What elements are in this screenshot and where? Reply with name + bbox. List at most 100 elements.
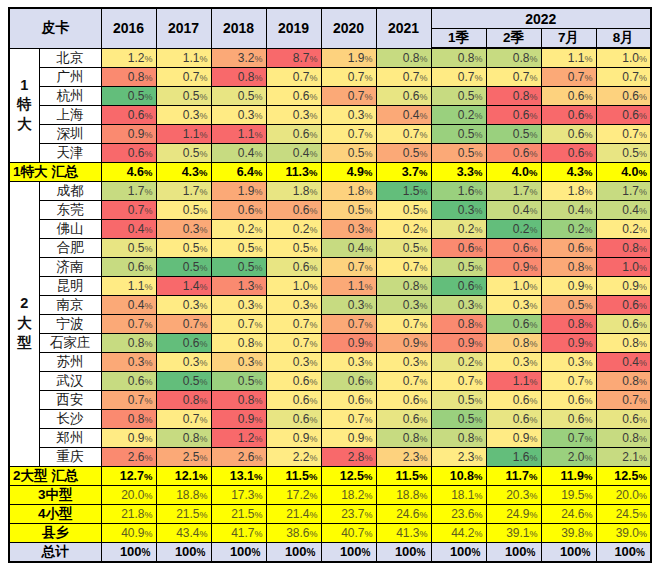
value-cell[interactable]: 0.3% <box>266 352 321 371</box>
tier-value-cell[interactable]: 41.7% <box>211 523 266 542</box>
col-group-header-2022[interactable]: 2022 <box>431 8 651 29</box>
summary-row-label[interactable]: 2大型 汇总 <box>9 466 101 485</box>
summary-value-cell[interactable]: 11.3% <box>266 162 321 181</box>
value-cell[interactable]: 1.9% <box>321 48 376 67</box>
tier-value-cell[interactable]: 39.8% <box>541 523 596 542</box>
tier-value-cell[interactable]: 41.3% <box>376 523 431 542</box>
value-cell[interactable]: 0.8% <box>156 390 211 409</box>
col-header-2016[interactable]: 2016 <box>101 8 156 48</box>
tier-value-cell[interactable]: 44.2% <box>431 523 486 542</box>
tier-value-cell[interactable]: 24.5% <box>596 504 651 523</box>
value-cell[interactable]: 0.3% <box>431 200 486 219</box>
value-cell[interactable]: 2.0% <box>541 447 596 466</box>
tier-value-cell[interactable]: 39.1% <box>486 523 541 542</box>
value-cell[interactable]: 0.3% <box>321 105 376 124</box>
value-cell[interactable]: 0.4% <box>211 143 266 162</box>
summary-value-cell[interactable]: 6.4% <box>211 162 266 181</box>
total-row-label[interactable]: 总计 <box>9 542 101 562</box>
value-cell[interactable]: 0.7% <box>321 124 376 143</box>
tier-value-cell[interactable]: 21.8% <box>101 504 156 523</box>
tier-row-label[interactable]: 4小型 <box>9 504 101 523</box>
tier-value-cell[interactable]: 40.7% <box>321 523 376 542</box>
summary-value-cell[interactable]: 4.0% <box>596 162 651 181</box>
total-value-cell[interactable]: 100% <box>156 542 211 562</box>
value-cell[interactable]: 0.6% <box>596 86 651 105</box>
value-cell[interactable]: 0.7% <box>486 67 541 86</box>
col-header-q1[interactable]: 1季 <box>431 29 486 49</box>
value-cell[interactable]: 0.3% <box>156 105 211 124</box>
value-cell[interactable]: 0.2% <box>431 352 486 371</box>
value-cell[interactable]: 0.5% <box>101 238 156 257</box>
corner-header-cell[interactable]: 皮卡 <box>9 8 101 48</box>
value-cell[interactable]: 0.9% <box>101 428 156 447</box>
summary-value-cell[interactable]: 4.3% <box>156 162 211 181</box>
value-cell[interactable]: 0.3% <box>211 352 266 371</box>
value-cell[interactable]: 0.8% <box>596 333 651 352</box>
city-label[interactable]: 西安 <box>39 390 101 409</box>
summary-value-cell[interactable]: 12.5% <box>321 466 376 485</box>
value-cell[interactable]: 0.3% <box>376 295 431 314</box>
value-cell[interactable]: 0.9% <box>101 124 156 143</box>
value-cell[interactable]: 0.6% <box>101 371 156 390</box>
city-label[interactable]: 天津 <box>39 143 101 162</box>
value-cell[interactable]: 0.7% <box>321 409 376 428</box>
city-label[interactable]: 广州 <box>39 67 101 86</box>
summary-value-cell[interactable]: 3.7% <box>376 162 431 181</box>
city-label[interactable]: 东莞 <box>39 200 101 219</box>
value-cell[interactable]: 0.7% <box>376 371 431 390</box>
value-cell[interactable]: 0.5% <box>156 238 211 257</box>
value-cell[interactable]: 0.5% <box>431 124 486 143</box>
value-cell[interactable]: 0.5% <box>211 257 266 276</box>
value-cell[interactable]: 0.2% <box>486 219 541 238</box>
value-cell[interactable]: 0.8% <box>376 48 431 67</box>
value-cell[interactable]: 0.3% <box>211 105 266 124</box>
city-label[interactable]: 南京 <box>39 295 101 314</box>
value-cell[interactable]: 0.6% <box>101 257 156 276</box>
total-value-cell[interactable]: 100% <box>431 542 486 562</box>
value-cell[interactable]: 0.5% <box>211 86 266 105</box>
value-cell[interactable]: 0.6% <box>376 409 431 428</box>
value-cell[interactable]: 0.5% <box>376 238 431 257</box>
value-cell[interactable]: 1.0% <box>596 257 651 276</box>
tier-value-cell[interactable]: 17.2% <box>266 485 321 504</box>
value-cell[interactable]: 2.6% <box>101 447 156 466</box>
value-cell[interactable]: 1.7% <box>101 181 156 200</box>
value-cell[interactable]: 0.6% <box>321 390 376 409</box>
tier-value-cell[interactable]: 20.3% <box>486 485 541 504</box>
total-value-cell[interactable]: 100% <box>596 542 651 562</box>
value-cell[interactable]: 0.7% <box>321 257 376 276</box>
value-cell[interactable]: 1.5% <box>376 181 431 200</box>
value-cell[interactable]: 0.7% <box>266 333 321 352</box>
total-value-cell[interactable]: 100% <box>211 542 266 562</box>
value-cell[interactable]: 0.7% <box>376 67 431 86</box>
value-cell[interactable]: 0.6% <box>266 200 321 219</box>
value-cell[interactable]: 0.8% <box>541 314 596 333</box>
col-header-jul[interactable]: 7月 <box>541 29 596 49</box>
value-cell[interactable]: 0.7% <box>101 200 156 219</box>
tier-value-cell[interactable]: 40.9% <box>101 523 156 542</box>
value-cell[interactable]: 0.7% <box>376 257 431 276</box>
value-cell[interactable]: 1.1% <box>156 124 211 143</box>
tier-value-cell[interactable]: 20.0% <box>596 485 651 504</box>
value-cell[interactable]: 0.8% <box>486 48 541 67</box>
tier-value-cell[interactable]: 24.9% <box>486 504 541 523</box>
summary-value-cell[interactable]: 12.5% <box>596 466 651 485</box>
value-cell[interactable]: 0.6% <box>541 105 596 124</box>
tier-row-label[interactable]: 3中型 <box>9 485 101 504</box>
tier-value-cell[interactable]: 21.5% <box>156 504 211 523</box>
value-cell[interactable]: 0.6% <box>541 409 596 428</box>
value-cell[interactable]: 0.5% <box>156 200 211 219</box>
value-cell[interactable]: 2.2% <box>266 447 321 466</box>
value-cell[interactable]: 0.6% <box>266 86 321 105</box>
summary-value-cell[interactable]: 11.9% <box>541 466 596 485</box>
value-cell[interactable]: 1.8% <box>541 181 596 200</box>
value-cell[interactable]: 0.4% <box>376 105 431 124</box>
value-cell[interactable]: 0.8% <box>156 428 211 447</box>
value-cell[interactable]: 1.2% <box>101 48 156 67</box>
value-cell[interactable]: 0.9% <box>321 428 376 447</box>
value-cell[interactable]: 0.9% <box>541 276 596 295</box>
value-cell[interactable]: 0.6% <box>266 371 321 390</box>
value-cell[interactable]: 1.6% <box>486 447 541 466</box>
value-cell[interactable]: 0.5% <box>156 143 211 162</box>
value-cell[interactable]: 2.6% <box>211 447 266 466</box>
